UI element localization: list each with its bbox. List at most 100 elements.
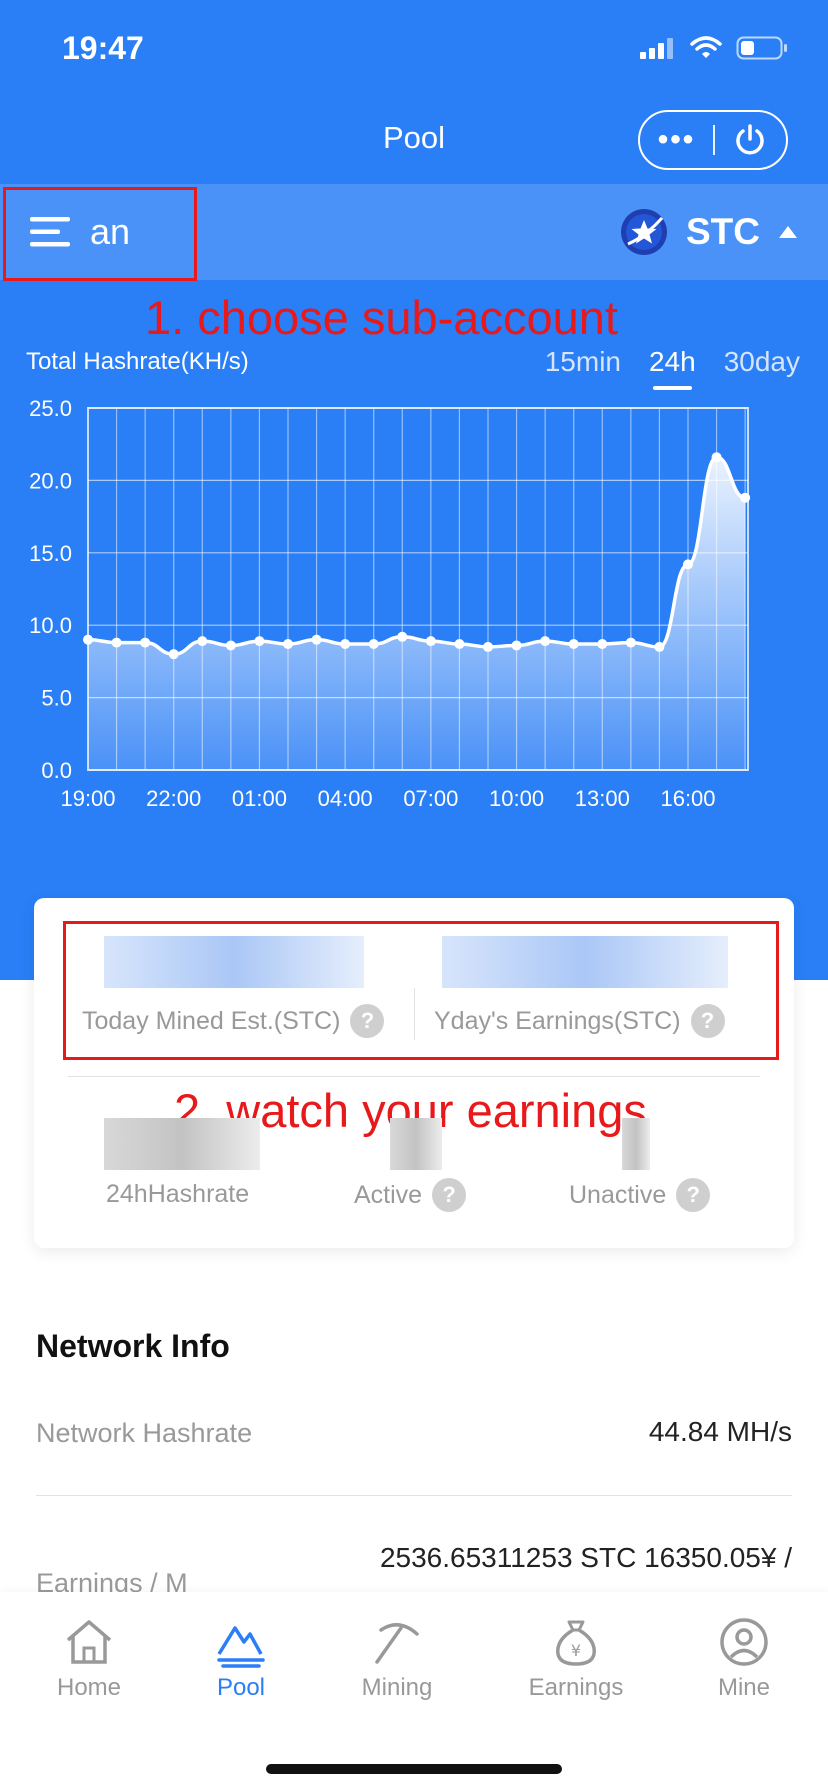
x-tick-label: 10:00 <box>489 786 544 811</box>
help-icon[interactable]: ? <box>432 1178 467 1212</box>
sub-account-selector[interactable]: an <box>30 184 130 280</box>
close-button[interactable] <box>715 123 786 157</box>
tab-pool[interactable]: Pool <box>171 1616 311 1702</box>
tab-earnings[interactable]: ¥ Earnings <box>506 1616 646 1702</box>
x-tick-label: 19:00 <box>60 786 115 811</box>
range-tab-30day[interactable]: 30day <box>723 346 800 377</box>
hashrate-point <box>454 639 465 650</box>
stats-divider <box>414 988 415 1040</box>
help-icon[interactable]: ? <box>676 1178 711 1212</box>
hashrate-point <box>283 639 293 650</box>
x-tick-label: 22:00 <box>146 786 201 811</box>
hashrate-area <box>88 457 746 770</box>
x-tick-label: 16:00 <box>660 786 715 811</box>
hashrate-point <box>568 639 579 650</box>
triangle-up-icon <box>779 226 797 238</box>
hashrate-point <box>711 452 722 463</box>
today-mined-label-text: Today Mined Est.(STC) <box>82 1006 341 1035</box>
annotation-box-earnings <box>63 921 779 1060</box>
y-tick-label: 25.0 <box>29 400 72 421</box>
svg-text:¥: ¥ <box>571 1641 581 1660</box>
hashrate-24h-value <box>104 1118 260 1170</box>
hashrate-point <box>83 634 93 645</box>
tab-home-label: Home <box>56 1674 122 1701</box>
tab-mine[interactable]: Mine <box>674 1616 814 1702</box>
y-tick-label: 5.0 <box>41 686 72 711</box>
unactive-count-value <box>622 1118 650 1170</box>
range-tab-24h[interactable]: 24h <box>648 346 696 390</box>
unactive-label: Unactive ? <box>569 1178 711 1212</box>
hashrate-point <box>654 641 665 652</box>
sub-account-name: an <box>90 211 131 252</box>
y-tick-label: 10.0 <box>29 613 72 638</box>
y-tick-label: 20.0 <box>29 468 72 493</box>
mini-program-capsule: ••• <box>638 110 788 170</box>
earnings-per-m-value: 2536.65311253 STC 16350.05¥ / <box>379 1542 792 1573</box>
yday-earnings-label: Yday's Earnings(STC) ? <box>434 1004 725 1038</box>
hashrate-point <box>168 649 179 660</box>
tab-mine-label: Mine <box>717 1674 771 1701</box>
help-icon[interactable]: ? <box>690 1004 725 1038</box>
hashrate-point <box>340 639 351 650</box>
hashrate-24h-label-text: 24hHashrate <box>106 1180 250 1208</box>
range-tab-15min[interactable]: 15min <box>544 346 621 377</box>
help-icon[interactable]: ? <box>350 1004 385 1038</box>
pool-icon <box>217 1626 265 1668</box>
hashrate-24h-label: 24hHashrate <box>106 1180 249 1209</box>
tab-home[interactable]: Home <box>19 1616 159 1702</box>
tab-mining[interactable]: Mining <box>327 1616 467 1702</box>
x-tick-label: 04:00 <box>318 786 373 811</box>
yday-earnings-value <box>442 936 728 988</box>
hashrate-point <box>368 639 379 650</box>
hashrate-chart: 25.0 20.0 15.0 10.0 5.0 0.0 19:00 22:00 01:00 04:… <box>29 400 751 811</box>
annotation-box-sub-account <box>3 187 197 281</box>
network-hashrate-value: 44.84 MH/s <box>648 1416 792 1447</box>
sub-account-bar: an STC <box>0 184 828 280</box>
hashrate-point <box>140 637 151 648</box>
wifi-icon <box>690 36 722 58</box>
yday-earnings-label-text: Yday's Earnings(STC) <box>434 1006 681 1035</box>
capsule-divider <box>713 125 715 155</box>
status-time: 19:47 <box>62 30 144 66</box>
tab-mining-label: Mining <box>361 1674 433 1701</box>
y-tick-label: 15.0 <box>29 541 72 566</box>
network-info-title: Network Info <box>36 1328 230 1364</box>
stats-separator <box>68 1076 760 1077</box>
annotation-step1: 1. choose sub-account <box>145 291 618 344</box>
user-icon <box>720 1618 768 1666</box>
hashrate-point <box>254 636 265 647</box>
active-label: Active ? <box>354 1178 467 1212</box>
hashrate-point <box>225 640 236 651</box>
hashrate-point <box>540 636 551 647</box>
hashrate-point <box>111 637 122 648</box>
home-indicator <box>266 1764 562 1774</box>
status-bar: 19:47 <box>0 0 828 100</box>
network-hashrate-label: Network Hashrate <box>36 1418 253 1448</box>
header-background <box>0 0 828 980</box>
more-button[interactable]: ••• <box>657 123 696 156</box>
hashrate-point <box>625 637 636 648</box>
status-icons <box>640 36 788 60</box>
hashrate-point <box>683 559 693 570</box>
x-tick-label: 07:00 <box>403 786 458 811</box>
hashrate-point <box>483 641 493 652</box>
stc-coin-icon <box>621 209 667 255</box>
hashrate-point <box>597 639 608 650</box>
hashrate-point <box>197 636 208 647</box>
row-separator <box>36 1495 792 1496</box>
battery-icon <box>736 36 787 60</box>
home-icon <box>66 1620 112 1664</box>
chart-title: Total Hashrate(KH/s) <box>26 348 249 375</box>
coin-selector[interactable]: STC <box>620 184 798 280</box>
range-tabs: 15min 24h 30day <box>544 346 800 390</box>
tab-bar: Home Pool Mining ¥ Earnings Mine <box>0 1592 828 1792</box>
unactive-label-text: Unactive <box>569 1180 667 1209</box>
today-mined-value <box>104 936 364 988</box>
page-title: Pool <box>382 120 446 155</box>
today-mined-label: Today Mined Est.(STC) ? <box>82 1004 385 1038</box>
hashrate-point <box>740 492 751 503</box>
menu-icon <box>30 217 70 247</box>
hashrate-point <box>425 636 436 647</box>
tab-earnings-label: Earnings <box>528 1674 624 1701</box>
hashrate-point <box>397 631 408 642</box>
